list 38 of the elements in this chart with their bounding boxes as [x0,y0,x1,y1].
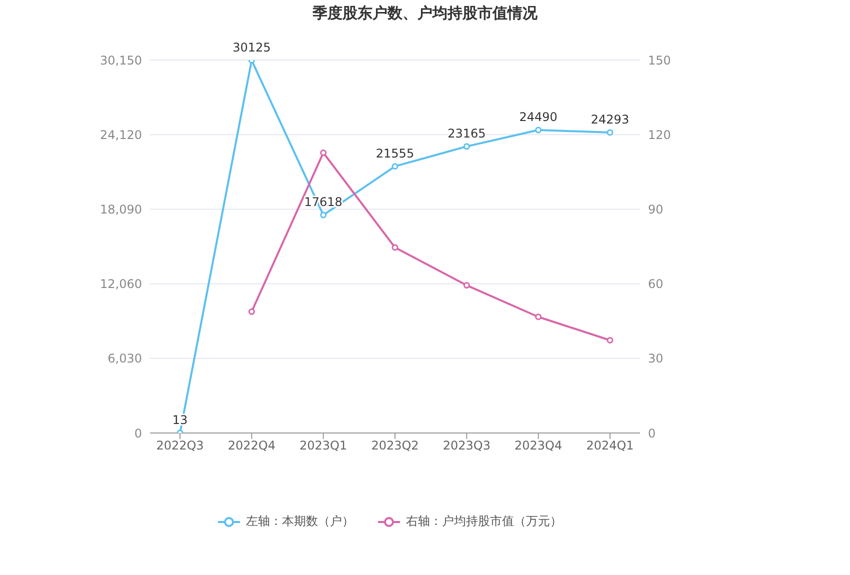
point [535,126,542,134]
data-label: 23165 [448,126,486,140]
point [606,129,614,136]
data-label: 24490 [519,110,558,124]
x-tick-label: 2024Q1 [586,438,634,453]
point [463,282,470,289]
x-tick-label: 2022Q3 [156,438,204,453]
point [320,212,327,218]
data-label: 21555 [376,146,414,160]
y2-tick-label: 120 [648,128,671,142]
point [463,143,470,150]
y-tick-label: 6,030 [108,352,142,366]
y-tick-label: 0 [134,426,142,440]
point [248,308,255,315]
x-tick-label: 2023Q4 [514,438,562,453]
y-tick-label: 12,060 [100,277,142,292]
y-tick-label: 24,120 [100,128,142,142]
x-tick-label: 2023Q3 [442,438,490,453]
x-tick-label: 2022Q4 [228,438,276,453]
x-tick-label: 2023Q1 [300,438,348,453]
chart-title: 季度股东户数、户均持股市值情况 [312,4,538,23]
x-tick-label: 2023Q2 [371,438,419,453]
y2-tick-label: 90 [648,202,664,216]
y2-tick-label: 0 [648,426,656,440]
y2-tick-label: 150 [648,53,671,68]
y2-tick-label: 30 [648,352,664,366]
y2-tick-label: 60 [648,277,664,292]
data-label: 30125 [232,40,271,54]
point [606,336,614,344]
y-tick-label: 30,150 [100,53,142,68]
point [392,163,398,170]
data-label: 24293 [590,112,630,126]
legend-label: 左轴：本期数（户） [245,513,354,530]
y-tick-label: 18,090 [100,202,142,216]
legend-label: 右轴：户均持股市值（万元） [405,513,562,530]
point [535,314,542,320]
point [392,244,398,251]
point [320,150,327,156]
